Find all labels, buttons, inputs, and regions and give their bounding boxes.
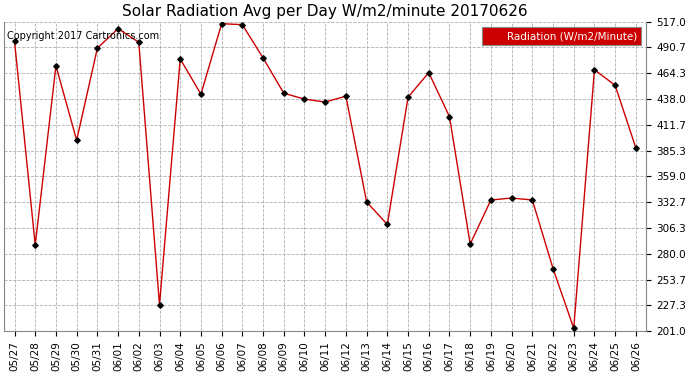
Title: Solar Radiation Avg per Day W/m2/minute 20170626: Solar Radiation Avg per Day W/m2/minute …: [122, 4, 528, 19]
Legend: Radiation (W/m2/Minute): Radiation (W/m2/Minute): [482, 27, 641, 45]
Text: Copyright 2017 Cartronics.com: Copyright 2017 Cartronics.com: [8, 31, 159, 41]
